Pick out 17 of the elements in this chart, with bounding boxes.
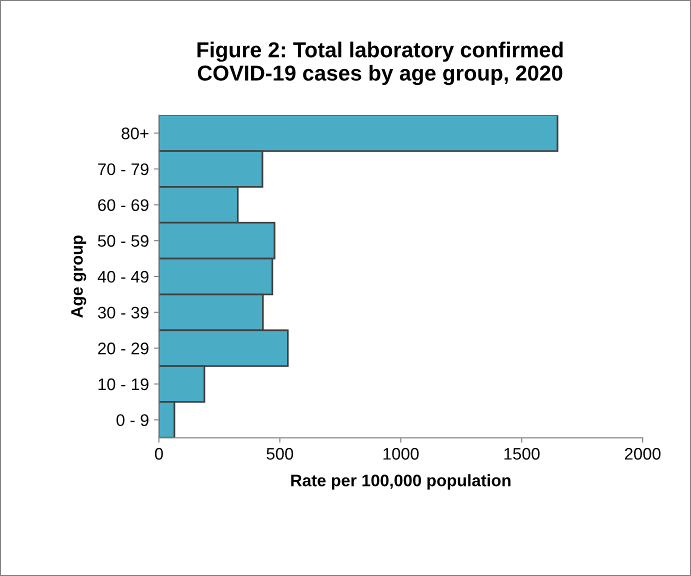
x-axis-title: Rate per 100,000 population — [291, 474, 510, 490]
y-axis-title: Age group — [71, 236, 86, 318]
y-tick-label: 70 - 79 — [98, 163, 148, 176]
x-tick-label: 500 — [266, 448, 294, 460]
y-tick-label: 0 - 9 — [116, 414, 148, 426]
y-tick-label: 60 - 69 — [98, 199, 148, 212]
y-tick-label: 50 - 59 — [98, 235, 148, 247]
x-tick-label: 1500 — [504, 448, 540, 460]
chart-title: Figure 2: Total laboratory confirmed COVID-19 cases by age group, 2020 — [197, 42, 563, 86]
y-tick-label: 10 - 19 — [98, 378, 148, 390]
y-tick-label: 80+ — [122, 128, 148, 140]
x-tick-label: 0 — [154, 448, 163, 460]
x-tick-label: 2000 — [624, 448, 661, 460]
x-tick-label: 1000 — [384, 448, 419, 460]
y-tick-label: 20 - 29 — [98, 342, 148, 354]
y-tick-label: 30 - 39 — [98, 306, 148, 319]
y-tick-label: 40 - 49 — [98, 270, 148, 283]
